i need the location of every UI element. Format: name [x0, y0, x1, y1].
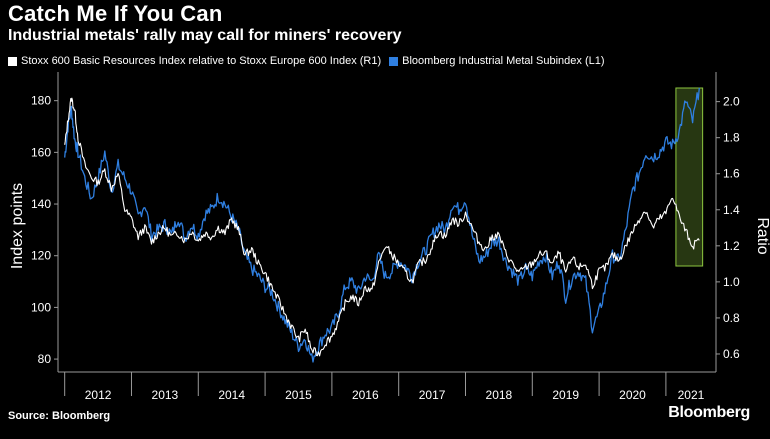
source-note: Source: Bloomberg — [8, 410, 111, 422]
x-tick-label: 2013 — [152, 388, 179, 402]
bloomberg-logo: Bloomberg — [668, 404, 750, 421]
right-tick-label: 1.0 — [723, 275, 740, 289]
series-line-industrial-metal — [64, 87, 700, 363]
right-tick-label: 0.6 — [723, 347, 740, 361]
legend-swatch-white — [8, 56, 17, 66]
legend-label-blue-series: Bloomberg Industrial Metal Subindex (L1) — [402, 55, 605, 67]
left-tick-label: 140 — [31, 197, 51, 211]
chart-subtitle: Industrial metals' rally may call for mi… — [8, 27, 402, 44]
legend-swatch-blue — [389, 56, 399, 66]
x-tick-label: 2020 — [619, 388, 646, 402]
series-line-basic-resources-ratio — [64, 97, 700, 357]
left-tick-label: 160 — [31, 145, 51, 159]
x-tick-label: 2018 — [486, 388, 513, 402]
legend: Stoxx 600 Basic Resources Index relative… — [8, 55, 605, 67]
highlight-box — [675, 87, 704, 267]
x-tick-label: 2012 — [85, 388, 112, 402]
right-tick-label: 1.2 — [723, 239, 740, 253]
x-tick-label: 2015 — [285, 388, 312, 402]
right-tick-label: 0.8 — [723, 311, 740, 325]
x-tick-label: 2019 — [552, 388, 579, 402]
right-axis-title: Ratio — [754, 217, 770, 254]
right-tick-label: 1.8 — [723, 131, 740, 145]
right-tick-label: 2.0 — [723, 95, 740, 109]
chart-title: Catch Me If You Can — [8, 1, 223, 26]
legend-label-white-series: Stoxx 600 Basic Resources Index relative… — [21, 55, 382, 67]
left-tick-label: 80 — [38, 352, 52, 366]
x-tick-label: 2021 — [678, 388, 705, 402]
x-tick-label: 2017 — [419, 388, 446, 402]
right-tick-label: 1.4 — [723, 203, 740, 217]
x-tick-label: 2016 — [352, 388, 379, 402]
right-tick-label: 1.6 — [723, 167, 740, 181]
left-axis-title: Index points — [9, 183, 26, 269]
left-tick-label: 180 — [31, 94, 51, 108]
left-tick-label: 120 — [31, 249, 51, 263]
x-tick-label: 2014 — [218, 388, 245, 402]
left-tick-label: 100 — [31, 300, 51, 314]
